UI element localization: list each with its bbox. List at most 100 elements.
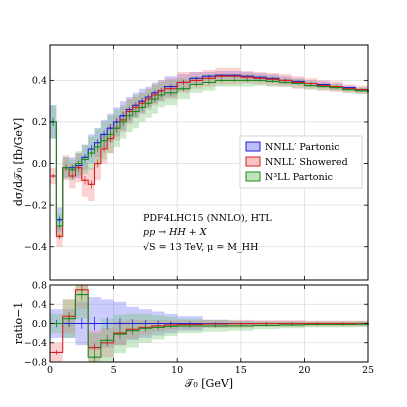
main-point-nnll-showered bbox=[182, 81, 185, 84]
main-point-n-ll-partonic bbox=[134, 110, 137, 113]
ratio-point-nnll-partonic bbox=[169, 322, 172, 325]
ratio-point-nnll-showered bbox=[214, 323, 217, 325]
main-point-n-ll-partonic bbox=[154, 98, 156, 100]
main-point-n-ll-partonic bbox=[208, 81, 210, 84]
ratio-point-n-ll-partonic bbox=[68, 317, 70, 320]
main-point-n-ll-partonic bbox=[233, 79, 236, 82]
ratio-y-tick-label: −0.8 bbox=[24, 357, 47, 368]
main-y-tick-label: −0.4 bbox=[24, 242, 47, 253]
ratio-point-nnll-showered bbox=[55, 351, 58, 354]
main-point-n-ll-partonic bbox=[182, 87, 185, 90]
main-point-nnll-showered bbox=[271, 78, 274, 81]
main-point-nnll-showered bbox=[160, 89, 163, 92]
main-point-n-ll-partonic bbox=[84, 158, 86, 161]
main-point-nnll-showered bbox=[233, 75, 236, 78]
legend-entry-nnll-showered: NNLL′ Showered bbox=[245, 156, 348, 168]
main-point-nnll-partonic bbox=[109, 127, 112, 130]
main-point-nnll-showered bbox=[141, 102, 144, 105]
ratio-line-n-ll-partonic bbox=[50, 294, 368, 358]
ratio-point-nnll-partonic bbox=[144, 322, 147, 325]
main-y-tick-label: −0.2 bbox=[24, 200, 47, 211]
main-point-nnll-showered bbox=[147, 98, 150, 100]
ratio-y-tick-label: −0.4 bbox=[24, 338, 47, 349]
main-point-n-ll-partonic bbox=[58, 225, 61, 227]
main-point-nnll-showered bbox=[71, 175, 74, 177]
main-point-nnll-partonic bbox=[122, 114, 125, 117]
main-point-n-ll-partonic bbox=[169, 91, 172, 94]
main-point-n-ll-partonic bbox=[160, 94, 163, 96]
legend: NNLL′ Partonic NNLL′ Showered N³LL Parto… bbox=[239, 135, 363, 189]
main-y-tick-label: 0.2 bbox=[32, 117, 47, 128]
main-point-nnll-partonic bbox=[58, 218, 61, 221]
ratio-point-nnll-showered bbox=[93, 346, 96, 349]
main-point-n-ll-partonic bbox=[309, 84, 312, 87]
x-tick-label: 10 bbox=[171, 365, 183, 376]
main-y-tick-label: 0.4 bbox=[32, 76, 47, 87]
legend-swatch-nnll-partonic bbox=[245, 141, 261, 152]
main-point-nnll-showered bbox=[169, 87, 172, 90]
ratio-point-nnll-showered bbox=[265, 322, 268, 325]
main-point-n-ll-partonic bbox=[284, 81, 287, 84]
main-point-nnll-showered bbox=[220, 75, 223, 78]
main-point-n-ll-partonic bbox=[147, 102, 150, 105]
ratio-point-n-ll-partonic bbox=[169, 325, 172, 328]
main-point-nnll-showered bbox=[246, 76, 249, 79]
x-tick-label: 25 bbox=[362, 365, 374, 376]
main-point-nnll-partonic bbox=[103, 133, 105, 136]
annotation-line-2: pp → HH + X bbox=[143, 227, 208, 238]
legend-label-nnll-showered: NNLL′ Showered bbox=[265, 157, 348, 168]
main-point-n-ll-partonic bbox=[322, 85, 325, 88]
legend-swatch-n3ll-partonic bbox=[245, 171, 261, 182]
annotation-line-3: √S = 13 TeV, μ = M_HH bbox=[143, 242, 258, 253]
main-point-n-ll-partonic bbox=[96, 146, 99, 148]
main-y-ticks: −0.4 −0.2 0.0 0.2 0.4 bbox=[24, 76, 368, 253]
main-y-tick-label: 0.0 bbox=[32, 159, 47, 170]
main-x-ticks bbox=[49, 45, 369, 280]
main-point-n-ll-partonic bbox=[297, 82, 299, 85]
main-point-nnll-showered bbox=[154, 94, 156, 96]
main-point-n-ll-partonic bbox=[128, 114, 131, 117]
ratio-point-n-ll-partonic bbox=[214, 325, 217, 327]
main-point-n-ll-partonic bbox=[122, 121, 125, 123]
ratio-x-ticks: 0 5 10 15 20 25 bbox=[47, 285, 374, 376]
legend-label-nnll-partonic: NNLL′ Partonic bbox=[265, 142, 340, 153]
main-point-nnll-showered bbox=[96, 162, 99, 165]
main-point-n-ll-partonic bbox=[360, 89, 363, 92]
ratio-point-n-ll-partonic bbox=[189, 325, 191, 327]
main-plot-border bbox=[49, 44, 369, 281]
legend-label-n3ll-partonic: N³LL Partonic bbox=[265, 172, 333, 183]
legend-entry-n3ll-partonic: N³LL Partonic bbox=[245, 171, 333, 183]
main-point-nnll-showered bbox=[90, 183, 93, 186]
main-line-nnll-showered bbox=[50, 75, 369, 237]
main-point-nnll-showered bbox=[52, 175, 55, 177]
ratio-point-nnll-showered bbox=[290, 322, 293, 325]
ratio-point-nnll-partonic bbox=[80, 322, 83, 325]
ratio-point-n-ll-partonic bbox=[239, 325, 242, 327]
ratio-point-nnll-partonic bbox=[106, 322, 109, 325]
main-point-nnll-showered bbox=[195, 79, 198, 82]
main-point-nnll-showered bbox=[258, 77, 261, 80]
ratio-y-tick-label: 0.0 bbox=[32, 319, 47, 330]
ratio-point-nnll-showered bbox=[239, 322, 242, 325]
main-point-n-ll-partonic bbox=[348, 88, 350, 91]
main-point-n-ll-partonic bbox=[71, 168, 74, 171]
main-point-n-ll-partonic bbox=[103, 139, 105, 142]
ratio-point-n-ll-partonic bbox=[265, 324, 268, 327]
ratio-point-nnll-partonic bbox=[93, 322, 96, 325]
ratio-y-tick-label: 0.8 bbox=[32, 280, 47, 291]
x-tick-label: 15 bbox=[235, 365, 247, 376]
ratio-y-axis-label: ratio−1 bbox=[12, 302, 25, 345]
x-tick-label: 0 bbox=[47, 365, 53, 376]
main-point-n-ll-partonic bbox=[335, 86, 338, 89]
ratio-point-n-ll-partonic bbox=[157, 326, 160, 329]
main-point-n-ll-partonic bbox=[77, 162, 80, 165]
main-point-n-ll-partonic bbox=[271, 80, 274, 83]
main-point-n-ll-partonic bbox=[65, 166, 67, 169]
ratio-y-ticks: −0.8 −0.4 0.0 0.4 0.8 bbox=[24, 280, 368, 368]
main-point-nnll-showered bbox=[84, 179, 86, 182]
ratio-point-n-ll-partonic bbox=[131, 329, 134, 332]
annotation-block: PDF4LHC15 (NNLO), HTL pp → HH + X √S = 1… bbox=[143, 213, 272, 253]
ratio-point-nnll-partonic bbox=[157, 322, 160, 325]
main-point-nnll-partonic bbox=[115, 121, 118, 123]
